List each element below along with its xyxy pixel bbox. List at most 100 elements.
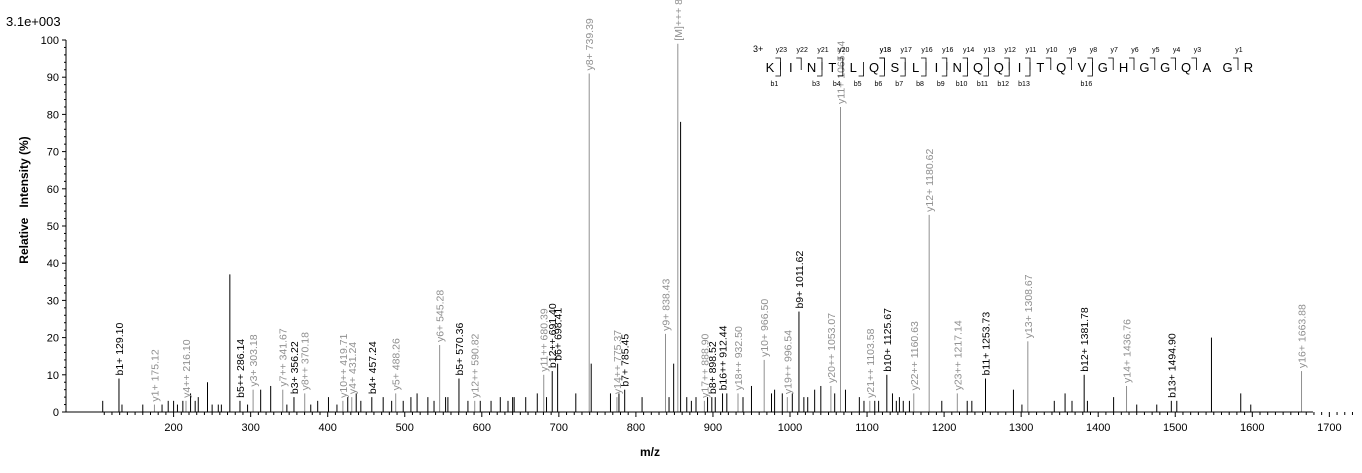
y-ion-label: y16 [942,47,953,54]
sequence-residue: H [1119,60,1128,75]
y-ion-bracket [879,57,885,70]
y-ion-bracket [1129,57,1135,70]
x-tick-label: 1200 [932,422,956,434]
y-ion-bracket [879,57,885,70]
b-ion-bracket [1087,62,1093,77]
peak-label: b5+ 570.36 [454,323,466,376]
peak-label: y10+ 966.50 [759,299,771,357]
y-ion-label: y6 [1131,47,1139,54]
peak-label: y16+ 1663.88 [1297,304,1309,368]
y-ion-bracket [796,57,802,70]
b-ion-label: b11 [977,81,988,88]
y-tick-label: 40 [47,258,59,270]
peak-label: y10++ 419.71 [338,333,350,397]
y-ion-label: y14 [963,47,974,54]
peak-label: y11+ 1065.54 [835,41,847,104]
x-tick-label: 1100 [855,422,879,434]
peak-label: b3+ 356.22 [289,341,301,394]
peak-label: b5++ 286.14 [235,339,247,398]
peak-label: y11++ 680.39 [539,308,551,372]
b-ion-label: b6 [875,81,883,88]
peak-label: y19++ 996.54 [782,330,794,394]
sequence-residue: N [807,60,816,75]
sequence-residue: Q [973,60,983,75]
b-ion-label: b8 [916,81,924,88]
x-tick-label: 400 [319,422,337,434]
y-ion-label: y5 [1152,47,1160,54]
y-ion-bracket [983,57,989,70]
sequence-residue: S [890,60,899,75]
peak-label: y12+ 1180.62 [924,149,936,212]
sequence-residue: Q [1181,60,1191,75]
y-tick-label: 50 [47,221,59,233]
b-ion-bracket [817,62,823,77]
y-ion-bracket [817,57,823,70]
y-tick-label: 10 [47,370,59,382]
sequence-residue: G [1139,60,1149,75]
sequence-residue: T [1036,60,1044,75]
y-ion-bracket [921,57,927,70]
peak-label: b6+ 698.41 [553,308,565,361]
peak-layer [102,43,1303,412]
peak-label: y23++ 1217.14 [952,320,964,390]
peak-label: y5+ 488.26 [391,338,403,390]
y-ion-label: y7 [1110,47,1118,54]
y-ion-label: y22 [797,47,808,54]
x-tick-label: 1300 [1009,422,1033,434]
peak-label: y14+ 1436.76 [1122,319,1134,383]
b-ion-bracket [837,62,844,77]
b-ion-bracket [921,62,927,77]
sequence-residue: Q [994,60,1004,75]
peak-label: b10+ 1125.67 [882,308,894,372]
sequence-residue: R [1244,60,1253,75]
y-ion-label: y23 [776,47,787,54]
b-ion-label: b9 [937,81,945,88]
peak-label: b7+ 785.45 [620,334,632,387]
tick-layer: 0 10 20 30 40 50 60 70 80 90 100 200 300 400 500 600 700… [41,35,1353,434]
b-ion-bracket [900,62,906,77]
peak-label: y1+ 175.12 [149,349,161,401]
b-ion-bracket [1004,62,1010,77]
peak-label: b1+ 129.10 [114,323,126,376]
y-tick-label: 80 [47,109,59,121]
y-tick-label: 100 [41,35,59,47]
y-ion-bracket [1004,57,1010,70]
y-ion-label: y13 [984,47,995,54]
peak-label: y4++ 216.10 [181,339,193,398]
y-ion-bracket [775,57,781,70]
peak-label: b12++ 691.40 [547,303,559,368]
peak-label: y7++ 341.67 [278,328,290,387]
x-tick-label: 1400 [1086,422,1110,434]
sequence-residue: G [1160,60,1170,75]
b-ion-label: b4 [833,81,841,88]
peak-label: [M]+++ 854.4 [673,0,685,41]
y-tick-label: 20 [47,333,59,345]
y-ion-label: y8 [1090,47,1098,54]
b-ion-label: b16 [1081,81,1093,88]
x-tick-label: 600 [473,422,491,434]
peak-label: y20++ 1053.07 [826,313,838,383]
y-ion-label: y16 [921,47,932,54]
x-tick-label: 1700 [1317,422,1341,434]
sequence-residue: G [1223,60,1233,75]
peak-label: b11+ 1253.73 [980,312,992,376]
y-ion-bracket [1045,57,1052,70]
y-tick-label: 90 [47,72,59,84]
sequence-residue: V [1078,60,1087,75]
peak-label-layer: b1+ 129.10 y1+ 175.12 y4++ 216.10 b5++ 286.… [114,0,1309,402]
x-axis-title: m/z [640,445,660,459]
y-ion-label: y21 [817,47,828,54]
peak-label: y22++ 1160.63 [909,321,921,390]
y-axis-title: Relative Intensity (%) [17,136,31,263]
y-tick-label: 60 [47,184,59,196]
x-tick-label: 200 [164,422,182,434]
b-ion-bracket [983,62,989,77]
peak-label: y12++ 590.82 [470,333,482,397]
charge-state-label: 3+ [753,44,763,54]
y-ion-label: y18 [880,47,891,54]
sequence-residue: Q [869,60,879,75]
y-ion-label: y4 [1173,47,1181,54]
b-ion-label: b10 [956,81,968,88]
peak-label: y3+ 303.18 [248,334,260,386]
